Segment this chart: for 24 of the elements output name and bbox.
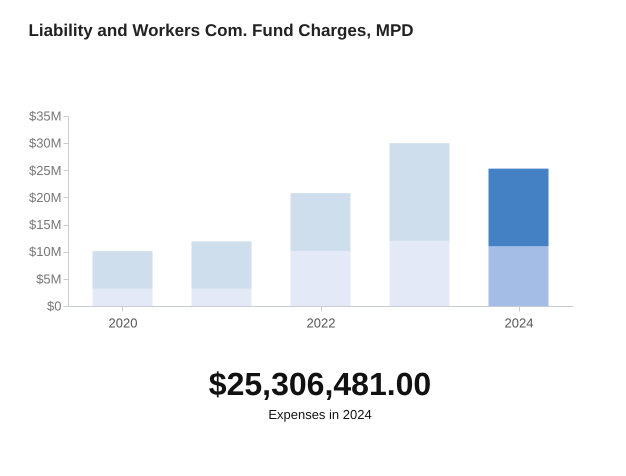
bar [192, 241, 252, 289]
y-tick-label: $0 [47, 298, 62, 314]
bar [192, 288, 252, 306]
bar [290, 251, 350, 306]
bar [290, 193, 350, 252]
bar [390, 240, 450, 306]
y-tick-label: $30M [28, 136, 62, 151]
y-tick-label: $10M [28, 244, 62, 260]
y-tick-label: $25M [28, 162, 62, 178]
bar [92, 251, 152, 289]
x-tick-label: 2024 [504, 316, 534, 330]
y-tick-label: $35M [28, 108, 62, 124]
text: $25,306,481.00 [208, 366, 432, 402]
chart-title: Liability and Workers Com. Fund Charges, MPD [28, 21, 414, 40]
y-tick-label: $5M [36, 271, 62, 286]
x-tick-label: 2022 [306, 316, 336, 330]
y-tick-label: $20M [28, 190, 62, 205]
bar [488, 246, 548, 306]
bar [92, 288, 152, 306]
bar [488, 168, 548, 246]
y-tick-label: $15M [28, 217, 62, 232]
x-tick-label: 2020 [108, 316, 138, 330]
bar [390, 143, 450, 241]
text: Expenses in 2024 [268, 407, 372, 422]
